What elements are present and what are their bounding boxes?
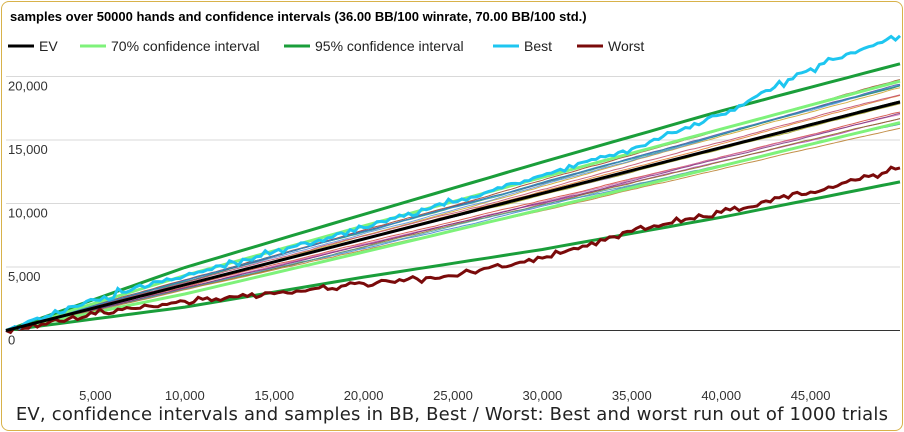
x-tick-label: 10,000 bbox=[165, 388, 205, 403]
x-tick-label: 5,000 bbox=[79, 388, 112, 403]
legend-item[interactable]: 95% confidence interval bbox=[284, 38, 464, 54]
y-tick-label: 20,000 bbox=[8, 78, 48, 93]
legend-label: Best bbox=[524, 38, 552, 54]
ci95-line bbox=[5, 180, 901, 332]
best-run-line bbox=[5, 34, 902, 332]
x-tick-label: 40,000 bbox=[701, 388, 741, 403]
sample-run-line bbox=[5, 112, 901, 331]
y-tick-label: 10,000 bbox=[8, 205, 48, 220]
legend-item[interactable]: Worst bbox=[577, 38, 644, 54]
worst-run-line bbox=[5, 165, 901, 335]
y-tick-label: 15,000 bbox=[8, 142, 48, 157]
chart-title: samples over 50000 hands and confidence … bbox=[10, 9, 587, 24]
x-tick-label: 45,000 bbox=[791, 388, 831, 403]
ci95-line bbox=[5, 62, 901, 332]
sample-run-line bbox=[5, 94, 901, 331]
x-tick-label: 15,000 bbox=[254, 388, 294, 403]
x-tick-label: 20,000 bbox=[344, 388, 384, 403]
ev-line bbox=[5, 100, 901, 332]
x-tick-label: 30,000 bbox=[523, 388, 563, 403]
legend-label: 70% confidence interval bbox=[111, 38, 260, 54]
legend-label: 95% confidence interval bbox=[315, 38, 464, 54]
legend-item[interactable]: Best bbox=[493, 38, 552, 54]
legend-label: Worst bbox=[608, 38, 644, 54]
legend-item[interactable]: EV bbox=[8, 38, 58, 54]
y-tick-label: 0 bbox=[8, 332, 15, 347]
legend-item[interactable]: 70% confidence interval bbox=[80, 38, 260, 54]
x-tick-label: 25,000 bbox=[433, 388, 473, 403]
ci70-line bbox=[5, 121, 901, 332]
legend-label: EV bbox=[39, 38, 58, 54]
y-tick-label: 5,000 bbox=[8, 269, 41, 284]
sample-run-line bbox=[5, 84, 901, 331]
chart-caption: EV, confidence intervals and samples in … bbox=[15, 404, 889, 425]
x-tick-label: 35,000 bbox=[612, 388, 652, 403]
